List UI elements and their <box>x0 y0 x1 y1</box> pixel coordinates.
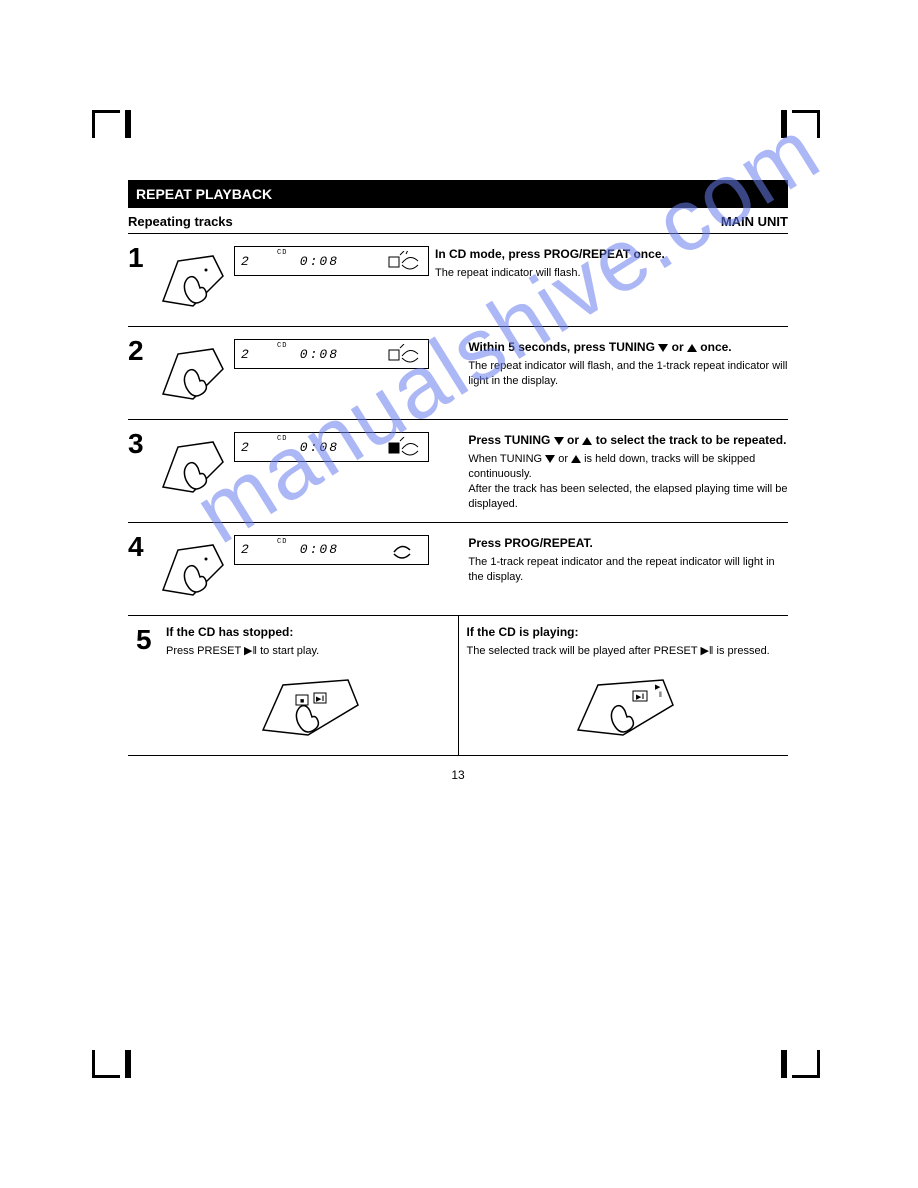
step-head-pre: Within 5 seconds, press TUNING <box>468 340 658 354</box>
col-body-pre: Press PRESET <box>166 645 244 657</box>
repeat-icon <box>388 251 422 271</box>
hand-press-play-stop-icon: ■ ▶ǁ <box>248 665 368 745</box>
lcd-time: 0:08 <box>300 347 339 362</box>
tuning-down-icon <box>554 437 564 445</box>
crop-mark-bottom-left <box>92 1050 120 1078</box>
lcd-display: CD 2 0:08 <box>234 535 429 565</box>
step-number: 1 <box>128 242 150 316</box>
page-number: 13 <box>128 768 788 782</box>
hand-press-play-icon: ▶ǁ ▶ ǁ <box>563 665 683 745</box>
tuning-down-icon <box>658 344 668 352</box>
step-head: Within 5 seconds, press TUNING or once. <box>468 339 788 355</box>
svg-text:ǁ: ǁ <box>659 692 662 699</box>
step-number: 2 <box>128 335 150 409</box>
step-body-text: The repeat indicator will flash. <box>435 266 665 281</box>
play-pause-icon: ▶ǁ <box>244 645 257 657</box>
step-3: 3 CD 2 0:08 Pr <box>128 420 788 523</box>
col-body: Press PRESET ▶ǁ to start play. <box>166 644 450 659</box>
step-number: 3 <box>128 428 150 512</box>
lcd-display: CD 2 0:08 <box>234 432 429 462</box>
tuning-up-icon <box>687 344 697 352</box>
subtitle-right: MAIN UNIT <box>721 214 788 229</box>
crop-mark-top-right-inner <box>781 110 787 138</box>
crop-mark-top-left <box>92 110 120 138</box>
hand-press-icon <box>158 535 228 605</box>
col-body-post: to start play. <box>260 645 319 657</box>
subtitle-row: Repeating tracks MAIN UNIT <box>128 208 788 234</box>
repeat-icon <box>388 344 422 364</box>
svg-text:■: ■ <box>300 698 304 705</box>
step-number: 5 <box>136 624 158 745</box>
step-head: Press TUNING or to select the track to b… <box>468 432 788 448</box>
tuning-up-icon <box>582 437 592 445</box>
step-body-text: The repeat indicator will flash, and the… <box>468 359 788 389</box>
step-head-post: once. <box>700 340 731 354</box>
svg-text:▶: ▶ <box>655 684 661 691</box>
lcd-track: 2 <box>241 440 251 455</box>
step-5-columns: 5 If the CD has stopped: Press PRESET ▶ǁ… <box>128 616 788 756</box>
section-title-bar: REPEAT PLAYBACK <box>128 180 788 208</box>
lcd-time: 0:08 <box>300 254 339 269</box>
repeat-icon <box>388 437 422 457</box>
hand-press-icon <box>158 339 228 409</box>
lcd-display: CD 2 0:08 <box>234 246 429 276</box>
subtitle-left: Repeating tracks <box>128 214 233 229</box>
step-4: 4 CD 2 0:08 Press PROG/REPEAT. The <box>128 523 788 616</box>
crop-mark-bottom-right-inner <box>781 1050 787 1078</box>
lcd-time: 0:08 <box>300 440 339 455</box>
lcd-mode: CD <box>277 342 287 350</box>
lcd-mode: CD <box>277 435 287 443</box>
col-body-post: is pressed. <box>717 645 770 657</box>
step-body-line-2: After the track has been selected, the e… <box>468 482 788 512</box>
col-head: If the CD has stopped: <box>166 624 450 640</box>
col-head: If the CD is playing: <box>467 624 781 640</box>
col-cd-stopped: 5 If the CD has stopped: Press PRESET ▶ǁ… <box>128 616 459 755</box>
page-content: REPEAT PLAYBACK Repeating tracks MAIN UN… <box>128 180 788 782</box>
crop-mark-bottom-left-inner <box>125 1050 131 1078</box>
step-1: 1 CD 2 0:08 <box>128 234 788 327</box>
lcd-track: 2 <box>241 542 251 557</box>
crop-mark-top-right <box>792 110 820 138</box>
svg-text:▶ǁ: ▶ǁ <box>316 696 324 703</box>
step-number: 4 <box>128 531 150 605</box>
crop-mark-bottom-right <box>792 1050 820 1078</box>
crop-mark-top-left-inner <box>125 110 131 138</box>
tuning-down-icon <box>545 455 555 463</box>
hand-press-icon <box>158 246 228 316</box>
lcd-mode: CD <box>277 249 287 257</box>
step-2: 2 CD 2 0:08 Wi <box>128 327 788 420</box>
step-body-text: The 1-track repeat indicator and the rep… <box>468 555 788 585</box>
step-body-line-1: When TUNING or is held down, tracks will… <box>468 452 788 482</box>
lcd-track: 2 <box>241 254 251 269</box>
col-cd-playing: If the CD is playing: The selected track… <box>459 616 789 755</box>
svg-text:▶ǁ: ▶ǁ <box>636 694 644 701</box>
lcd-track: 2 <box>241 347 251 362</box>
lcd-time: 0:08 <box>300 542 339 557</box>
step-head: Press PROG/REPEAT. <box>468 535 788 551</box>
step-head: In CD mode, press PROG/REPEAT once. <box>435 246 665 262</box>
col-body: The selected track will be played after … <box>467 644 781 659</box>
lcd-mode: CD <box>277 538 287 546</box>
tuning-up-icon <box>571 455 581 463</box>
step-head-or: or <box>672 340 687 354</box>
play-pause-icon: ▶ǁ <box>700 645 713 657</box>
col-body-pre: The selected track will be played after … <box>467 645 701 657</box>
hand-press-icon <box>158 432 228 502</box>
lcd-display: CD 2 0:08 <box>234 339 429 369</box>
repeat-icon <box>388 540 422 560</box>
